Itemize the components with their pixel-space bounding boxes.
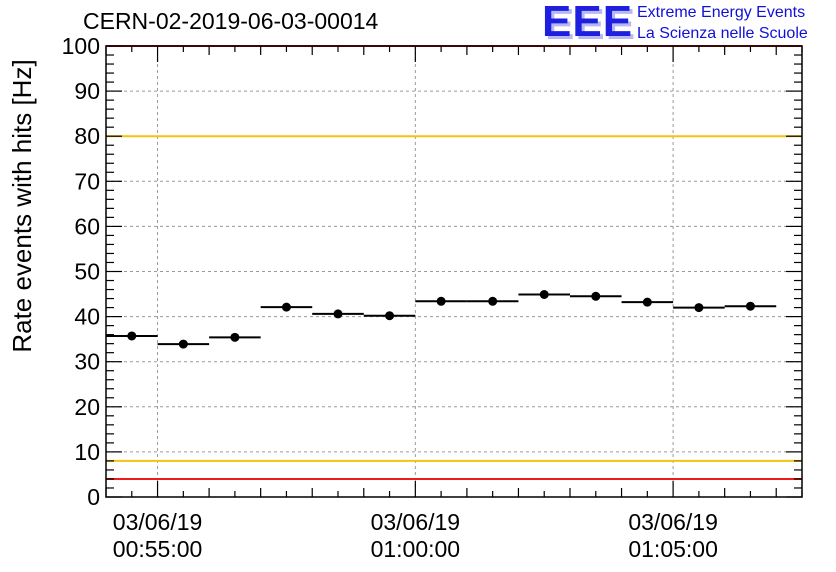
grid-layer: [106, 46, 802, 497]
x-tick-date-label: 03/06/19: [628, 509, 718, 535]
y-tick-label: 30: [74, 349, 100, 375]
eee-logo-mark: EEE: [542, 0, 634, 46]
y-tick-label: 100: [62, 33, 100, 59]
data-point: [127, 331, 137, 341]
x-tick-date-label: 03/06/19: [113, 509, 203, 535]
eee-logo: EEE Extreme Energy Events La Scienza nel…: [542, 0, 832, 46]
data-point: [642, 297, 652, 307]
data-point: [488, 296, 498, 306]
y-tick-label: 60: [74, 213, 100, 239]
y-tick-label: 70: [74, 168, 100, 194]
data-point: [333, 309, 343, 319]
data-point: [694, 303, 704, 313]
data-point: [281, 302, 291, 312]
data-point: [591, 291, 601, 301]
y-axis-label: Rate events with hits [Hz]: [7, 59, 37, 352]
x-tick-time-label: 01:05:00: [628, 536, 718, 562]
data-point: [385, 311, 395, 321]
y-tick-label: 0: [87, 484, 100, 510]
x-tick-time-label: 01:00:00: [371, 536, 461, 562]
logo-text-line2: La Scienza nelle Scuole: [637, 25, 808, 42]
y-tick-label: 90: [74, 78, 100, 104]
data-point: [539, 290, 549, 300]
x-tick-time-label: 00:55:00: [113, 536, 203, 562]
data-point: [745, 301, 755, 311]
y-tick-label: 20: [74, 394, 100, 420]
data-point: [178, 339, 188, 349]
axis-layer: 010203040506070809010003/06/1900:55:0003…: [62, 33, 803, 562]
y-tick-label: 40: [74, 304, 100, 330]
y-tick-label: 10: [74, 439, 100, 465]
reference-lines: [106, 45, 802, 480]
y-tick-label: 80: [74, 123, 100, 149]
run-title: CERN-02-2019-06-03-00014: [83, 8, 379, 34]
data-point: [230, 332, 240, 342]
logo-text-line1: Extreme Energy Events: [637, 4, 806, 21]
data-layer: [106, 290, 777, 349]
y-tick-label: 50: [74, 259, 100, 285]
x-tick-date-label: 03/06/19: [371, 509, 461, 535]
data-point: [436, 296, 446, 306]
